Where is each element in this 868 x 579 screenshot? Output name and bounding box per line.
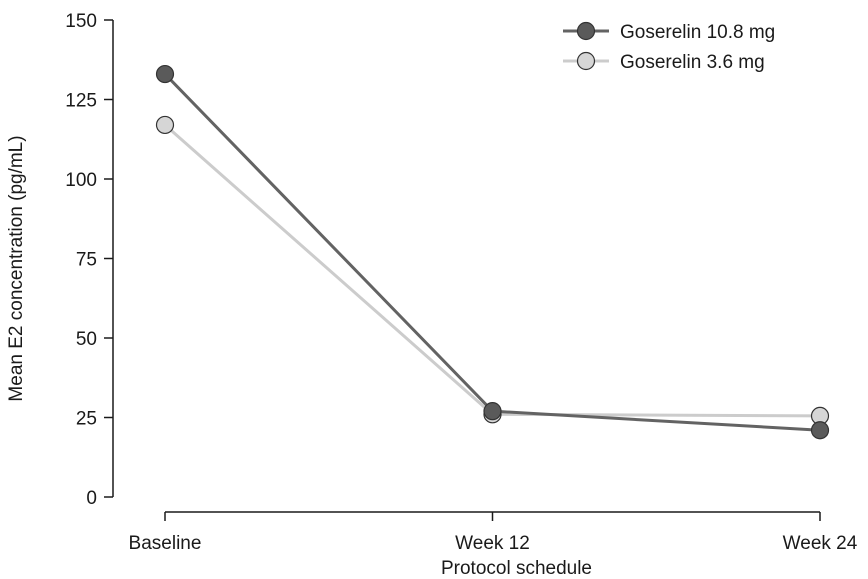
legend-item: Goserelin 10.8 mg: [563, 21, 775, 43]
data-point: [155, 64, 175, 84]
data-point: [483, 402, 502, 421]
legend-item: Goserelin 3.6 mg: [563, 51, 765, 73]
legend-label: Goserelin 3.6 mg: [620, 52, 765, 73]
y-tick-label: 0: [86, 488, 97, 509]
legend-marker: [576, 51, 596, 71]
x-axis: Baseline Week 12 Week 24: [129, 511, 858, 554]
y-tick-label: 25: [76, 409, 97, 430]
series-line: [164, 123, 821, 418]
legend-label: Goserelin 10.8 mg: [620, 22, 775, 43]
x-tick-label: Week 24: [783, 533, 858, 554]
series-line: [163, 73, 821, 432]
series-layer: [155, 64, 830, 440]
legend-marker: [576, 21, 596, 41]
y-axis: 0 25 50 75 100 125 150: [65, 11, 114, 509]
data-point: [155, 115, 175, 135]
series-0: [155, 64, 830, 440]
y-tick-label: 75: [76, 250, 97, 271]
data-point: [810, 421, 830, 440]
x-tick-label: Baseline: [129, 533, 202, 554]
x-tick-label: Week 12: [455, 533, 530, 554]
y-tick-label: 50: [76, 329, 97, 350]
y-tick-label: 150: [65, 11, 97, 32]
series-1: [155, 115, 830, 426]
x-axis-title: Protocol schedule: [441, 558, 592, 579]
y-tick-label: 100: [65, 170, 97, 191]
y-axis-title: Mean E2 concentration (pg/mL): [6, 135, 27, 401]
legend: Goserelin 10.8 mg Goserelin 3.6 mg: [563, 21, 775, 73]
y-tick-label: 125: [65, 91, 97, 112]
